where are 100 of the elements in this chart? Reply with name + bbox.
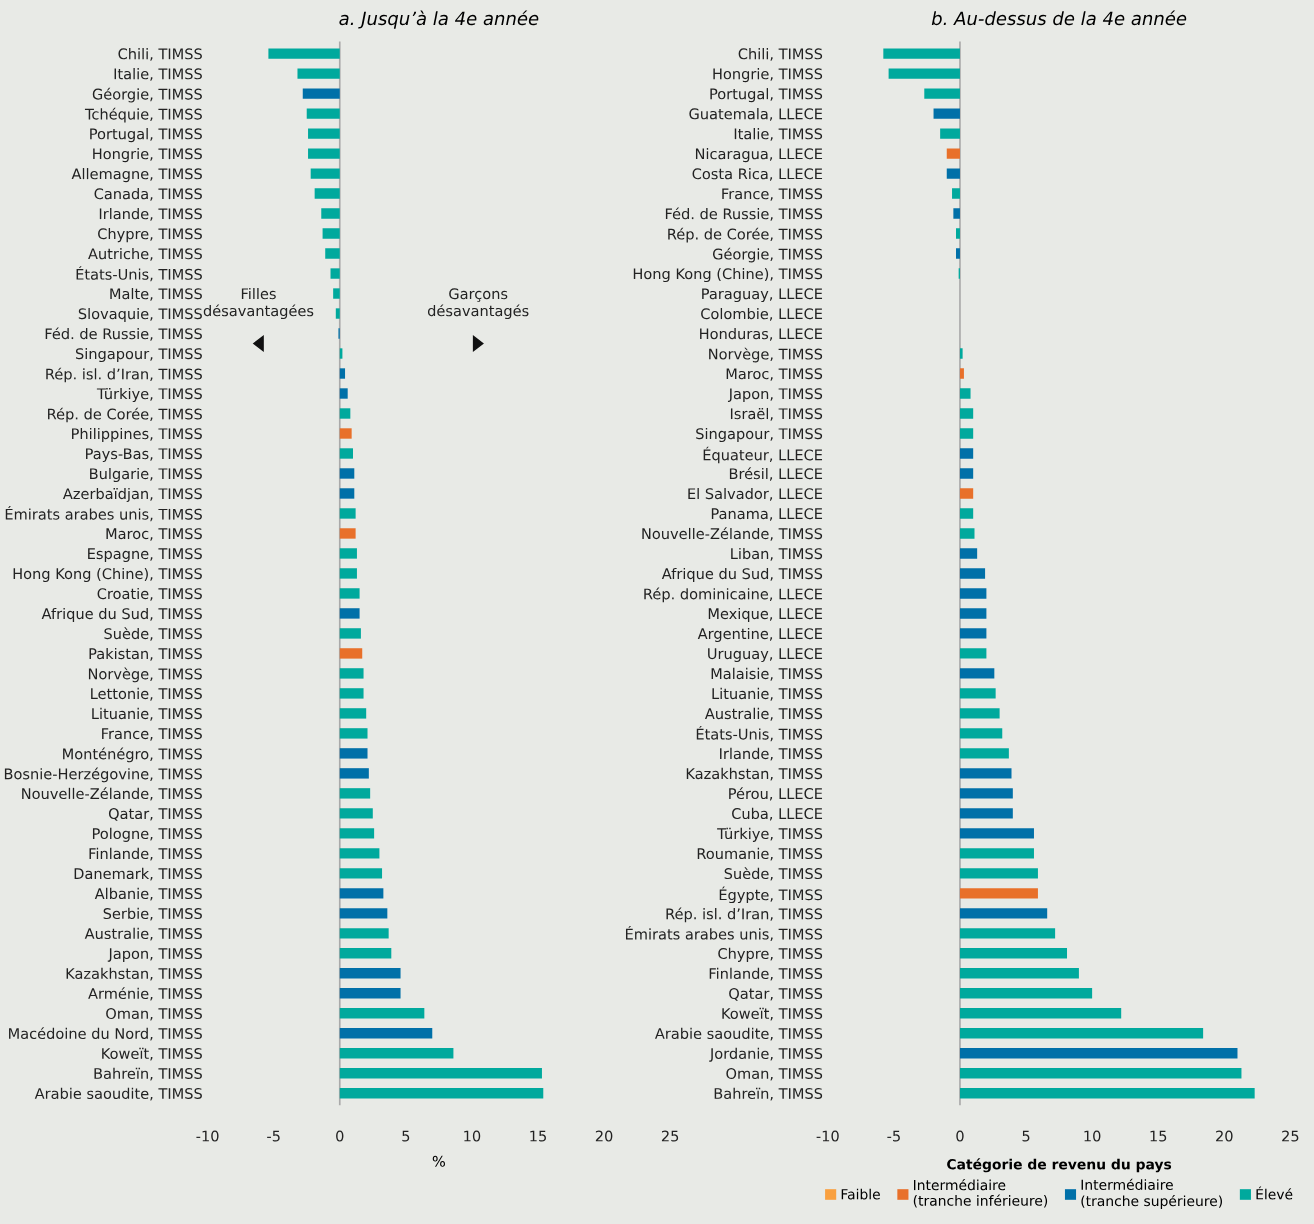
chart-title: b. Au-dessus de la 4e année <box>931 10 1187 26</box>
y-tick-label: Italie, TIMSS <box>734 128 823 141</box>
bar <box>339 988 401 999</box>
y-tick-label: Malaisie, TIMSS <box>711 667 823 681</box>
bar <box>959 808 1013 819</box>
y-tick-label: Irlande, TIMSS <box>99 208 202 221</box>
y-tick-label: Honduras, LLECE <box>700 327 823 341</box>
bar <box>953 208 960 219</box>
y-tick-label: Autriche, TIMSS <box>88 248 202 261</box>
bar <box>959 588 987 599</box>
y-tick-label: Bulgarie, TIMSS <box>90 467 202 483</box>
y-tick-label: États-Unis, TIMSS <box>76 266 202 282</box>
bar <box>959 928 1056 939</box>
y-tick-label: Tchéquie, TIMSS <box>84 107 202 123</box>
y-tick-label: Portugal, TIMSS <box>710 88 823 103</box>
y-tick-label: Koweït, TIMSS <box>722 1007 823 1021</box>
legend-label: Élevé <box>1256 1186 1293 1200</box>
x-tick-label: -10 <box>196 1130 219 1142</box>
y-tick-label: Japon, TIMSS <box>107 948 202 962</box>
x-tick-label: 5 <box>402 1130 410 1142</box>
y-tick-label: France, TIMSS <box>102 728 202 741</box>
bar <box>959 628 987 639</box>
bar <box>339 1048 454 1059</box>
y-tick-label: Féd. de Russie, TIMSS <box>45 327 202 341</box>
y-tick-label: Arabie saoudite, TIMSS <box>34 1087 202 1101</box>
y-tick-label: Guatemala, LLECE <box>689 108 823 121</box>
bar <box>308 148 340 159</box>
x-tick-label: 20 <box>595 1130 613 1142</box>
bar <box>959 488 974 499</box>
y-tick-label: Afrique du Sud, TIMSS <box>41 607 202 622</box>
bar <box>339 1028 433 1039</box>
bar <box>959 748 1009 759</box>
y-tick-label: Canada, TIMSS <box>94 188 202 201</box>
bar <box>339 868 383 879</box>
bar <box>339 528 356 539</box>
bar <box>959 548 978 559</box>
bar <box>297 68 340 79</box>
y-tick-label: Hong Kong (Chine), TIMSS <box>13 567 202 583</box>
bar <box>339 788 371 799</box>
bar <box>306 108 340 119</box>
bar <box>339 928 389 939</box>
bar <box>946 168 960 179</box>
y-tick-label: Chypre, TIMSS <box>98 228 202 243</box>
y-tick-label: France, TIMSS <box>722 188 823 201</box>
y-tick-label: Australie, TIMSS <box>84 927 202 941</box>
bar <box>339 1008 425 1019</box>
annotation: Garçons désavantagés <box>427 288 529 320</box>
bar <box>959 868 1038 879</box>
bar <box>959 668 995 679</box>
y-tick-label: Équateur, LLECE <box>703 446 823 464</box>
x-tick-label: -5 <box>267 1130 280 1142</box>
legend-title: Catégorie de revenu du pays <box>947 1158 1172 1173</box>
y-tick-label: Portugal, TIMSS <box>90 128 202 143</box>
bar <box>888 68 960 79</box>
bar <box>339 428 352 439</box>
bar <box>959 768 1012 779</box>
y-tick-label: Brésil, LLECE <box>729 467 823 481</box>
y-tick-label: Liban, TIMSS <box>731 547 823 561</box>
y-tick-label: Rép. isl. d’Iran, TIMSS <box>666 907 823 923</box>
bar <box>959 408 974 419</box>
bar <box>322 228 340 239</box>
x-tick-label: -5 <box>887 1130 900 1142</box>
bar <box>339 548 357 559</box>
bar <box>339 888 384 899</box>
bar <box>959 1028 1204 1039</box>
bar <box>959 688 996 699</box>
bar <box>302 88 340 99</box>
y-tick-label: Panama, LLECE <box>711 508 823 521</box>
y-tick-label: Arménie, TIMSS <box>88 987 202 1001</box>
y-tick-label: Albanie, TIMSS <box>94 887 202 901</box>
y-tick-label: Kazakhstan, TIMSS <box>66 967 202 981</box>
bar <box>959 428 974 439</box>
y-tick-label: Irlande, TIMSS <box>720 747 823 761</box>
bar <box>959 1008 1122 1019</box>
y-tick-label: Rép. de Corée, TIMSS <box>668 227 823 243</box>
bar <box>959 848 1034 859</box>
y-tick-label: Chypre, TIMSS <box>718 947 823 962</box>
bar <box>940 128 960 139</box>
bar <box>339 388 348 399</box>
x-tick-label: -10 <box>816 1130 839 1142</box>
bar <box>339 848 380 859</box>
y-tick-label: Norvège, TIMSS <box>88 667 202 683</box>
y-tick-label: Japon, TIMSS <box>727 388 823 403</box>
y-tick-label: Koweït, TIMSS <box>102 1047 202 1061</box>
bar <box>339 688 364 699</box>
bar <box>339 668 364 679</box>
y-tick-label: Rép. de Corée, TIMSS <box>48 407 202 423</box>
y-tick-label: Nouvelle-Zélande, TIMSS <box>642 527 823 541</box>
y-tick-label: Danemark, TIMSS <box>74 867 202 881</box>
y-tick-label: Türkiye, TIMSS <box>717 827 823 842</box>
x-tick-label: 0 <box>956 1130 964 1142</box>
y-tick-label: Nouvelle-Zélande, TIMSS <box>22 787 202 801</box>
bar <box>333 288 340 299</box>
bar <box>959 648 987 659</box>
bar <box>959 728 1003 739</box>
y-tick-label: Lituanie, TIMSS <box>92 707 202 721</box>
bar <box>959 468 974 479</box>
y-tick-label: Afrique du Sud, TIMSS <box>661 567 823 583</box>
y-tick-label: Croatie, TIMSS <box>97 587 202 601</box>
x-tick-label: 20 <box>1216 1130 1233 1142</box>
